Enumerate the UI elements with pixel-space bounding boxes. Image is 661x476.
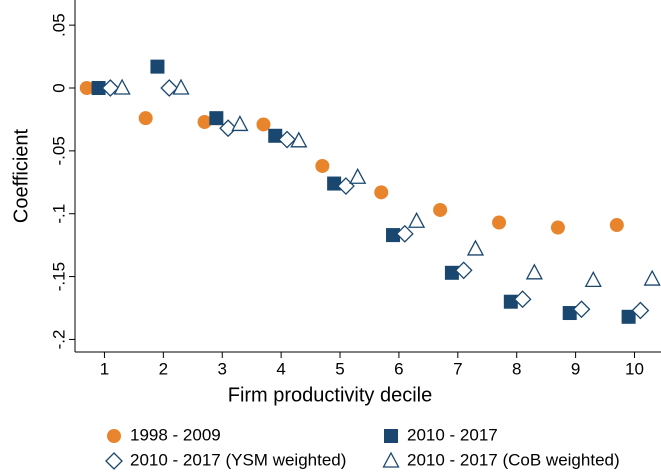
x-tick-label: 1 bbox=[100, 359, 109, 378]
legend-label: 2010 - 2017 (YSM weighted) bbox=[130, 450, 346, 469]
y-tick-label: .05 bbox=[49, 13, 68, 37]
point bbox=[290, 131, 308, 148]
point bbox=[113, 78, 131, 95]
x-tick-label: 8 bbox=[512, 359, 521, 378]
point bbox=[91, 81, 106, 95]
y-tick-label: 0 bbox=[49, 83, 68, 92]
x-tick-label: 9 bbox=[571, 359, 580, 378]
point bbox=[395, 224, 414, 243]
point bbox=[315, 158, 330, 173]
legend-marker bbox=[107, 429, 121, 443]
point bbox=[408, 211, 426, 228]
legend-label: 2010 - 2017 (CoB weighted) bbox=[407, 450, 620, 469]
point bbox=[525, 263, 543, 280]
x-tick-label: 10 bbox=[625, 359, 644, 378]
point bbox=[572, 300, 591, 319]
legend-label: 1998 - 2009 bbox=[130, 425, 221, 444]
point bbox=[79, 81, 94, 95]
point bbox=[466, 239, 485, 256]
legend-marker bbox=[105, 452, 123, 470]
point bbox=[278, 130, 296, 149]
point bbox=[256, 117, 271, 132]
x-tick-label: 7 bbox=[453, 359, 462, 378]
x-axis-title: Firm productivity decile bbox=[228, 384, 433, 406]
point bbox=[621, 309, 636, 324]
point bbox=[172, 78, 190, 95]
y-axis-title: Coefficient bbox=[10, 128, 32, 223]
x-tick-label: 5 bbox=[335, 359, 344, 378]
point bbox=[513, 290, 532, 309]
point bbox=[643, 269, 661, 286]
point bbox=[433, 202, 448, 217]
point bbox=[327, 176, 342, 191]
point bbox=[609, 218, 624, 233]
y-tick-label: -.2 bbox=[49, 330, 68, 350]
point bbox=[503, 294, 518, 309]
x-tick-label: 6 bbox=[394, 359, 403, 378]
point bbox=[349, 167, 367, 184]
point bbox=[584, 270, 602, 287]
point bbox=[150, 59, 165, 74]
point bbox=[386, 228, 401, 243]
point bbox=[160, 79, 179, 97]
legend-marker bbox=[382, 451, 400, 468]
x-tick-label: 4 bbox=[276, 359, 285, 378]
point bbox=[454, 261, 473, 280]
point bbox=[219, 119, 238, 138]
y-tick-label: -.1 bbox=[49, 204, 68, 224]
point bbox=[550, 220, 565, 235]
point bbox=[374, 185, 389, 200]
x-tick-label: 2 bbox=[159, 359, 168, 378]
point bbox=[197, 114, 212, 129]
point bbox=[209, 111, 224, 126]
y-tick-label: -.15 bbox=[49, 262, 68, 291]
y-tick-label: -.05 bbox=[49, 136, 68, 165]
point bbox=[631, 301, 650, 320]
point bbox=[138, 111, 153, 126]
legend-marker bbox=[384, 429, 398, 443]
point bbox=[444, 265, 459, 280]
legend-label: 2010 - 2017 bbox=[407, 425, 498, 444]
point bbox=[231, 115, 249, 132]
point bbox=[101, 79, 120, 97]
point bbox=[492, 215, 507, 230]
x-tick-label: 3 bbox=[218, 359, 227, 378]
